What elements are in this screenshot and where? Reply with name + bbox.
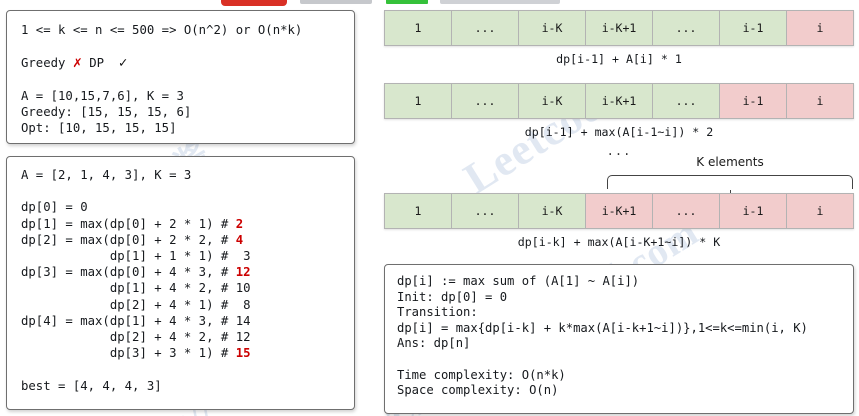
top-grey-pill-2 xyxy=(440,0,560,4)
strip-kK: 1 ... i-K i-K+1 ... i-1 i xyxy=(384,193,854,229)
strip-ellipsis-separator: ... xyxy=(606,144,632,158)
strip-kK-cell-0: 1 xyxy=(385,194,452,228)
strip-k2-wrapper: 1 ... i-K i-K+1 ... i-1 i dp[i-1] + max(… xyxy=(384,83,854,139)
dp-line-8: dp[2] + 4 * 2, # xyxy=(21,330,236,345)
constraints-code: 1 <= k <= n <= 500 => O(n^2) or O(n*k) G… xyxy=(7,11,354,136)
greedy-label: Greedy xyxy=(21,56,66,71)
cross-icon: ✗ xyxy=(72,53,82,72)
strip-k2-cell-5: i-1 xyxy=(720,84,787,118)
strip-kK-caption: dp[i-k] + max(A[i-K+1~i]) * K xyxy=(517,235,721,249)
recurrence-line-3: dp[i] = max{dp[i-k] + k*max(A[i-k+1~i])}… xyxy=(397,320,808,335)
dp-line-2: dp[2] = max(dp[0] + 2 * 2, # xyxy=(21,232,236,247)
dp-line-3-value: 3 xyxy=(243,249,251,264)
dp-trace-code: A = [2, 1, 4, 3], K = 3 dp[0] = 0 dp[1] … xyxy=(7,157,354,394)
dp-line-5-value: 10 xyxy=(235,281,251,296)
strip-k1-cell-4: ... xyxy=(653,11,720,45)
dp-array-line: A = [2, 1, 4, 3], K = 3 xyxy=(21,168,192,182)
constraints-line-4: A = [10,15,7,6], K = 3 xyxy=(21,88,184,103)
dp-line-3: dp[1] + 1 * 1) # xyxy=(21,249,244,264)
strip-k1-wrapper: 1 ... i-K i-K+1 ... i-1 i dp[i-1] + A[i]… xyxy=(384,10,854,66)
strip-k1-cell-5: i-1 xyxy=(720,11,787,45)
k-elements-annotation: K elements xyxy=(605,155,855,197)
strip-k2-cell-0: 1 xyxy=(385,84,452,118)
strip-k2-cell-6: i xyxy=(787,84,853,118)
constraints-panel: 1 <= k <= n <= 500 => O(n^2) or O(n*k) G… xyxy=(6,10,355,144)
strip-k2: 1 ... i-K i-K+1 ... i-1 i xyxy=(384,83,854,119)
dp-line-4-value: 12 xyxy=(235,265,251,280)
dp-best-line: best = [4, 4, 4, 3] xyxy=(21,378,162,393)
dp-trace-panel: A = [2, 1, 4, 3], K = 3 dp[0] = 0 dp[1] … xyxy=(6,156,355,410)
strip-k2-cell-3: i-K+1 xyxy=(586,84,653,118)
dp-label: DP xyxy=(89,56,105,71)
top-grey-pill-1 xyxy=(300,0,372,4)
constraints-line-6: Opt: [10, 15, 15, 15] xyxy=(21,121,177,136)
strip-kK-cell-1: ... xyxy=(452,194,519,228)
dp-line-7: dp[4] = max(dp[1] + 4 * 3, # xyxy=(21,313,236,328)
top-green-pill xyxy=(386,0,428,4)
strip-kK-cell-5: i-1 xyxy=(720,194,787,228)
strip-k1-cell-0: 1 xyxy=(385,11,452,45)
recurrence-line-2: Transition: xyxy=(397,305,478,320)
strip-k2-cell-2: i-K xyxy=(519,84,586,118)
strip-k1: 1 ... i-K i-K+1 ... i-1 i xyxy=(384,10,854,46)
strip-k1-cell-6: i xyxy=(787,11,853,45)
k-elements-label: K elements xyxy=(696,155,764,169)
recurrence-space-complexity: Space complexity: O(n) xyxy=(397,383,559,398)
strip-k1-cell-2: i-K xyxy=(519,11,586,45)
top-red-pill xyxy=(221,0,287,6)
recurrence-panel: dp[i] := max sum of (A[1] ~ A[i]) Init: … xyxy=(384,264,854,414)
dp-line-6: dp[2] + 4 * 1) # xyxy=(21,297,244,312)
recurrence-line-1: Init: dp[0] = 0 xyxy=(397,289,508,304)
strip-k2-cell-4: ... xyxy=(653,84,720,118)
recurrence-line-0: dp[i] := max sum of (A[1] ~ A[i]) xyxy=(397,274,640,288)
strip-kK-cell-3: i-K+1 xyxy=(586,194,653,228)
strip-k2-cell-1: ... xyxy=(452,84,519,118)
dp-line-1: dp[1] = max(dp[0] + 2 * 1) # xyxy=(21,216,236,231)
dp-line-9: dp[3] + 3 * 1) # xyxy=(21,346,236,361)
constraints-line-0: 1 <= k <= n <= 500 => O(n^2) or O(n*k) xyxy=(21,23,303,37)
recurrence-time-complexity: Time complexity: O(n*k) xyxy=(397,367,566,382)
dp-line-4: dp[3] = max(dp[0] + 4 * 3, # xyxy=(21,265,236,280)
strip-k1-cell-3: i-K+1 xyxy=(586,11,653,45)
check-icon: ✓ xyxy=(118,55,128,72)
recurrence-line-4: Ans: dp[n] xyxy=(397,336,471,351)
constraints-line-5: Greedy: [15, 15, 15, 6] xyxy=(21,105,192,120)
dp-line-0: dp[0] = 0 xyxy=(21,200,88,215)
strip-kK-cell-4: ... xyxy=(653,194,720,228)
strip-k1-caption: dp[i-1] + A[i] * 1 xyxy=(556,52,682,66)
strip-k1-cell-1: ... xyxy=(452,11,519,45)
dp-line-1-value: 2 xyxy=(235,216,244,231)
k-elements-brace xyxy=(607,175,853,197)
strip-kK-cell-2: i-K xyxy=(519,194,586,228)
dp-line-2-value: 4 xyxy=(235,232,244,247)
strip-kK-cell-6: i xyxy=(787,194,853,228)
strip-k2-caption: dp[i-1] + max(A[i-1~i]) * 2 xyxy=(524,125,714,139)
dp-line-8-value: 12 xyxy=(235,330,251,345)
dp-line-7-value: 14 xyxy=(235,313,251,328)
dp-line-5: dp[1] + 4 * 2, # xyxy=(21,281,236,296)
strip-kK-wrapper: 1 ... i-K i-K+1 ... i-1 i dp[i-k] + max(… xyxy=(384,193,854,249)
recurrence-code: dp[i] := max sum of (A[1] ~ A[i]) Init: … xyxy=(385,265,853,399)
dp-line-6-value: 8 xyxy=(243,297,251,312)
dp-line-9-value: 15 xyxy=(235,346,251,361)
